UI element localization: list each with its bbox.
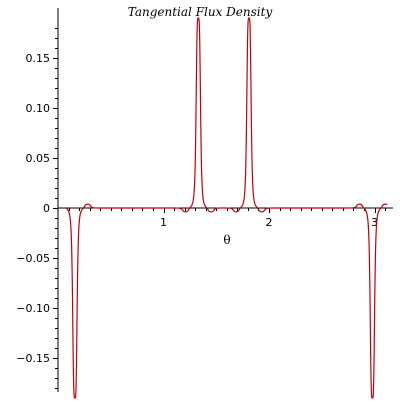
y-tick-label: −0.15 xyxy=(16,352,50,365)
ticks: 0.15 0.10 0.05 0 −0.05 −0.10 −0.15 1 2 3 xyxy=(16,28,386,389)
x-tick-label: 1 xyxy=(160,216,167,229)
series-layer xyxy=(65,17,388,399)
y-tick-label: 0 xyxy=(43,202,50,215)
x-tick-label: 2 xyxy=(266,216,273,229)
chart-title: Tangential Flux Density xyxy=(128,5,273,19)
x-tick-label: 3 xyxy=(371,216,378,229)
y-tick-label: −0.05 xyxy=(16,252,50,265)
y-tick-label: 0.15 xyxy=(26,52,51,65)
axes xyxy=(57,8,393,392)
y-tick-label: 0.05 xyxy=(26,152,51,165)
x-axis-label: θ xyxy=(223,233,230,247)
y-tick-label: 0.10 xyxy=(26,102,51,115)
series-line xyxy=(65,17,388,399)
y-tick-label: −0.10 xyxy=(16,302,50,315)
